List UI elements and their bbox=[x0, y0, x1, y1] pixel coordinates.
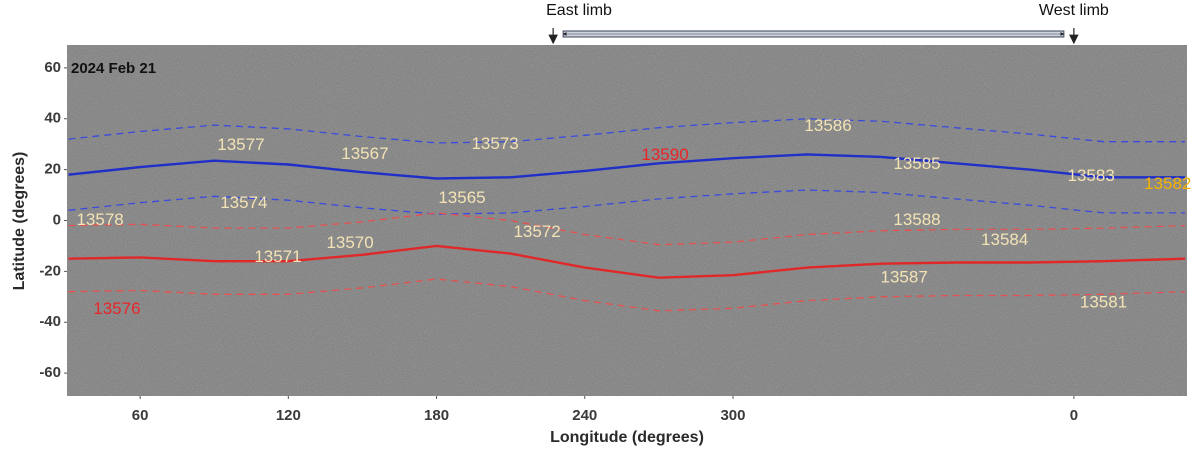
dashed-band-line bbox=[68, 189, 1185, 215]
y-tick-label: -60 bbox=[39, 364, 61, 381]
x-axis-title: Longitude (degrees) bbox=[550, 429, 704, 446]
x-tick-label: 120 bbox=[276, 407, 301, 424]
active-region-label: 13578 bbox=[76, 210, 123, 229]
y-tick-label: 20 bbox=[44, 161, 61, 178]
y-tick-label: -20 bbox=[39, 262, 61, 279]
sunspot-belt-line bbox=[68, 153, 1185, 180]
active-region-label: 13588 bbox=[893, 210, 940, 229]
dashed-band-line bbox=[68, 278, 1186, 312]
x-tick-label: 180 bbox=[424, 407, 449, 424]
active-region-label: 13571 bbox=[254, 247, 301, 266]
active-region-label: 13573 bbox=[471, 134, 518, 153]
active-region-label: 13576 bbox=[93, 299, 140, 318]
sunspot-belt-line bbox=[68, 244, 1186, 279]
y-tick-label: 0 bbox=[53, 211, 61, 228]
active-region-label: 13574 bbox=[220, 193, 267, 212]
y-tick-label: 60 bbox=[44, 59, 61, 76]
y-tick-label: -40 bbox=[39, 313, 61, 330]
dashed-band-line bbox=[68, 118, 1185, 144]
active-region-label: 13583 bbox=[1068, 166, 1115, 185]
active-region-label: 13581 bbox=[1080, 293, 1127, 312]
limb-label: East limb bbox=[546, 2, 612, 19]
active-region-label: 13586 bbox=[804, 116, 851, 135]
limb-label: West limb bbox=[1039, 2, 1109, 19]
y-axis-title: Latitude (degrees) bbox=[11, 152, 28, 291]
y-tick-label: 40 bbox=[44, 110, 61, 127]
x-tick-label: 300 bbox=[720, 407, 745, 424]
date-label: 2024 Feb 21 bbox=[71, 60, 156, 77]
x-tick-label: 240 bbox=[572, 407, 597, 424]
dashed-band-line bbox=[68, 212, 1186, 246]
x-tick-label: 0 bbox=[1070, 407, 1078, 424]
active-region-label: 13572 bbox=[513, 222, 560, 241]
x-tick-label: 60 bbox=[132, 407, 149, 424]
magnetogram-texture bbox=[67, 45, 1187, 396]
active-region-label: 13565 bbox=[438, 188, 485, 207]
active-region-label: 13570 bbox=[326, 233, 373, 252]
active-region-label: 13584 bbox=[981, 230, 1028, 249]
active-region-label: 13577 bbox=[217, 135, 264, 154]
active-region-label: 13587 bbox=[881, 268, 928, 287]
active-region-label: 13590 bbox=[641, 145, 688, 164]
active-region-label: 13582 bbox=[1144, 174, 1191, 193]
active-region-label: 13585 bbox=[893, 154, 940, 173]
active-region-label: 13567 bbox=[341, 144, 388, 163]
